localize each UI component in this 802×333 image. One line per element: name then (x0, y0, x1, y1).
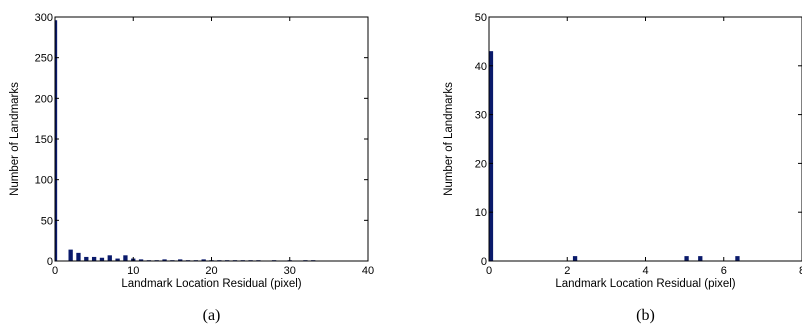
bar (572, 256, 578, 261)
y-tick-label: 150 (35, 134, 53, 146)
x-tick-label: 30 (284, 265, 296, 277)
bar (178, 259, 183, 261)
chart-caption: (a) (203, 307, 221, 324)
y-tick-label: 10 (475, 207, 487, 219)
bar (489, 51, 494, 261)
x-axis-label: Landmark Location Residual (pixel) (555, 278, 735, 290)
x-tick-label: 6 (721, 265, 727, 277)
chart-b: 0 2 4 6 8 0 10 20 30 40 50 Landmark Location Residu… (443, 12, 802, 324)
bar (76, 252, 81, 261)
x-tick-label: 0 (52, 265, 58, 277)
plot-frame (54, 16, 369, 262)
bar (68, 249, 73, 261)
bar (684, 256, 689, 261)
bar (91, 256, 97, 261)
bar (84, 256, 89, 261)
bar (735, 256, 740, 261)
y-tick-label: 50 (475, 12, 487, 24)
y-tick-label: 200 (35, 93, 53, 105)
x-tick-label: 8 (799, 265, 802, 277)
x-tick-label: 10 (127, 265, 139, 277)
x-tick-label: 2 (564, 265, 570, 277)
bar (698, 256, 703, 261)
y-axis-label: Number of Landmarks (9, 82, 21, 196)
x-tick-label: 40 (362, 265, 374, 277)
y-tick-label: 0 (481, 256, 487, 268)
chart-a: 0 10 20 30 40 0 50 100 150 200 250 300 Landmark Loca… (9, 12, 374, 324)
bar (107, 255, 112, 261)
bar (99, 257, 105, 261)
y-tick-label: 250 (35, 53, 53, 65)
bar (201, 259, 206, 261)
bar (162, 259, 167, 261)
bar (138, 259, 144, 261)
bar (123, 255, 128, 261)
y-tick-label: 300 (35, 12, 53, 24)
chart-caption: (b) (636, 307, 655, 324)
y-tick-label: 100 (35, 175, 53, 187)
x-tick-label: 20 (205, 265, 217, 277)
y-tick-label: 0 (47, 256, 53, 268)
plot-frame (488, 16, 802, 262)
y-axis-label: Number of Landmarks (443, 82, 455, 196)
y-tick-label: 50 (41, 215, 53, 227)
x-axis-label: Landmark Location Residual (pixel) (121, 278, 301, 290)
y-tick-label: 20 (475, 158, 487, 170)
y-tick-label: 30 (475, 110, 487, 122)
bar (55, 20, 58, 261)
y-tick-label: 40 (475, 61, 487, 73)
x-tick-label: 0 (486, 265, 492, 277)
x-tick-label: 4 (642, 265, 648, 277)
bar (115, 258, 120, 261)
